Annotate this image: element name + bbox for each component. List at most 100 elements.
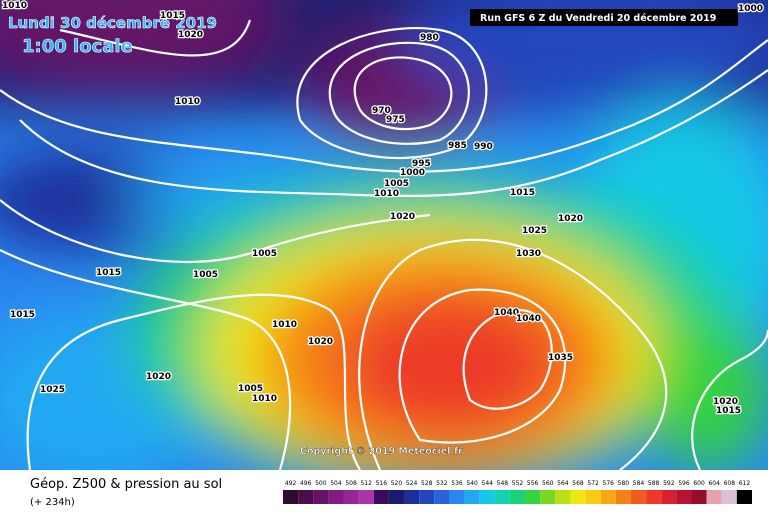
isobar-label: 1000	[400, 168, 425, 178]
legend-swatch	[434, 490, 450, 504]
legend-label: 500	[315, 480, 327, 487]
isobar-label: 980	[420, 33, 439, 43]
legend-swatch	[404, 490, 420, 504]
legend-swatch	[691, 490, 707, 504]
legend-label: 504	[330, 480, 342, 487]
legend-swatch	[464, 490, 480, 504]
isobar-label: 1010	[252, 394, 277, 404]
isobar-label: 1015	[10, 310, 35, 320]
legend-swatch	[509, 490, 526, 504]
legend-swatch	[721, 490, 737, 504]
legend-label: 572	[587, 480, 599, 487]
isobar-label: 1025	[522, 226, 547, 236]
legend-label: 560	[542, 480, 554, 487]
legend-label: 604	[708, 480, 720, 487]
isobar-label: 1020	[178, 30, 203, 40]
legend-swatch	[494, 490, 510, 504]
legend-swatch	[540, 490, 556, 504]
legend-swatch	[676, 490, 692, 504]
legend-swatch	[343, 490, 359, 504]
legend-swatch	[525, 490, 541, 504]
legend-label: 512	[360, 480, 372, 487]
legend-label: 596	[678, 480, 690, 487]
isobars	[0, 19, 768, 470]
field	[0, 0, 768, 470]
legend-swatch	[615, 490, 631, 504]
isobar-label: 1040	[516, 314, 541, 324]
legend-swatch	[283, 490, 299, 504]
copyright: Copyright © 2019 Meteociel.fr	[300, 446, 463, 457]
isobar-label: 995	[412, 159, 431, 169]
legend: 492 496 500 504 508 512 516 520 524 528 532 536 540 5…	[283, 480, 752, 504]
isobar-label: 1030	[516, 249, 541, 259]
legend-label: 544	[482, 480, 494, 487]
forecast-time: 1:00 locale	[22, 36, 133, 57]
legend-swatch	[585, 490, 601, 504]
isobar-label: 1015	[96, 268, 121, 278]
legend-swatch	[570, 490, 586, 504]
legend-swatch	[313, 490, 329, 504]
legend-label: 524	[406, 480, 418, 487]
isobar-label: 1005	[252, 249, 277, 259]
legend-swatch	[419, 490, 435, 504]
legend-label: 612	[739, 480, 751, 487]
legend-swatch	[373, 490, 389, 504]
isobar-label: 990	[474, 142, 493, 152]
legend-label: 520	[391, 480, 403, 487]
legend-swatch	[661, 490, 677, 504]
legend-label: 588	[648, 480, 660, 487]
legend-label: 496	[300, 480, 312, 487]
isobar-label: 1010	[272, 320, 297, 330]
isobar-label: 1020	[390, 212, 415, 222]
isobar-label: 1015	[716, 406, 741, 416]
legend-label: 532	[436, 480, 448, 487]
forecast-date: Lundi 30 décembre 2019	[8, 14, 217, 32]
legend-swatch	[555, 490, 571, 504]
legend-label: 492	[285, 480, 297, 487]
legend-label: 536	[451, 480, 463, 487]
legend-label: 576	[603, 480, 615, 487]
run-info: Run GFS 6 Z du Vendredi 20 décembre 2019	[480, 13, 716, 24]
legend-label: 548	[497, 480, 509, 487]
legend-label: 580	[618, 480, 630, 487]
isobar-label: 1015	[510, 188, 535, 198]
legend-label: 540	[466, 480, 478, 487]
isobar-label: 1010	[374, 189, 399, 199]
isobar-label: 1005	[238, 384, 263, 394]
legend-label: 608	[724, 480, 736, 487]
isobar-label: 1020	[558, 214, 583, 224]
footer-title: Géop. Z500 & pression au sol	[30, 477, 222, 492]
legend-swatch	[600, 490, 616, 504]
footer-lead: (+ 234h)	[30, 497, 75, 508]
isobar-label: 1005	[193, 270, 218, 280]
isobar-label: 1015	[160, 11, 185, 21]
legend-label: 552	[512, 480, 524, 487]
legend-swatch	[706, 490, 722, 504]
isobar-label: 1020	[146, 372, 171, 382]
legend-swatch	[298, 490, 314, 504]
legend-label: 556	[527, 480, 539, 487]
legend-swatch	[736, 490, 752, 504]
legend-swatch	[328, 490, 344, 504]
isobar-label: 1025	[40, 385, 65, 395]
isobar-label: 1005	[384, 179, 409, 189]
legend-swatch	[358, 490, 374, 504]
isobar-label: 1000	[738, 4, 763, 14]
isobar-label: 970	[372, 106, 391, 116]
legend-label: 600	[693, 480, 705, 487]
legend-label: 584	[633, 480, 645, 487]
run-box	[470, 9, 738, 26]
isobar-label: 1035	[548, 353, 573, 363]
isobar-label: 985	[448, 141, 467, 151]
legend-swatch	[479, 490, 495, 504]
legend-swatch	[646, 490, 662, 504]
legend-swatch	[388, 490, 405, 504]
legend-label: 564	[557, 480, 569, 487]
legend-label: 592	[663, 480, 675, 487]
legend-label: 508	[345, 480, 357, 487]
legend-label: 568	[572, 480, 584, 487]
legend-swatch	[630, 490, 647, 504]
legend-label: 516	[376, 480, 388, 487]
isobar-label: 1040	[494, 308, 519, 318]
